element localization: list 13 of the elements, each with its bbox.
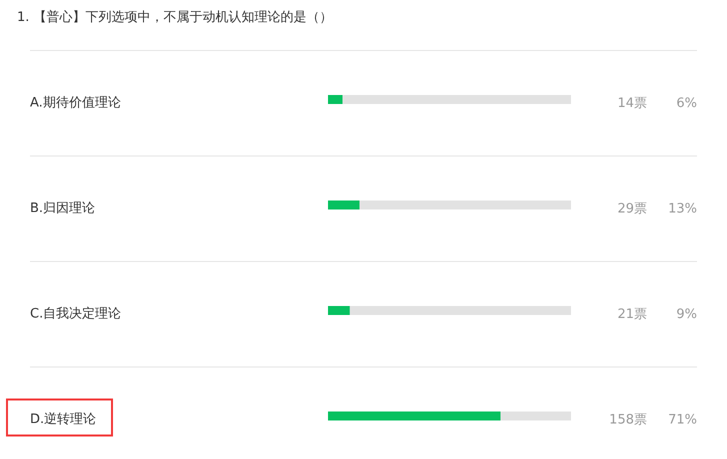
value-label: 9%: [676, 307, 697, 322]
category-label: C.自我决定理论: [30, 306, 122, 322]
title: 1. 【普心】下列选项中，不属于动机认知理论的是（）: [17, 10, 333, 25]
category-label: D.逆转理论: [30, 412, 96, 427]
value-label: 13%: [668, 202, 697, 216]
annotation: 29票: [617, 202, 647, 216]
annotation: 21票: [617, 307, 647, 322]
value-label: 71%: [668, 412, 697, 428]
category-label: B.归因理论: [30, 201, 96, 216]
category-label: A.期待价值理论: [30, 96, 121, 110]
annotation: 14票: [617, 96, 647, 111]
annotation: 158票: [609, 412, 647, 428]
value-label: 6%: [676, 96, 697, 111]
